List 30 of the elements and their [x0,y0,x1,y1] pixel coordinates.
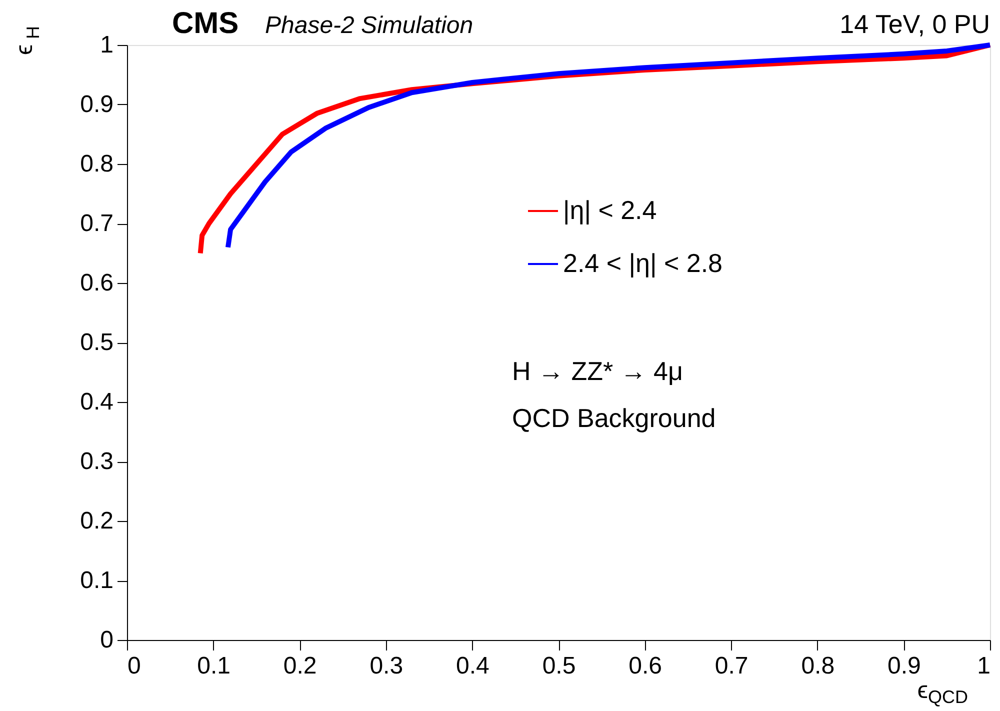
chart-subtitle: Phase-2 Simulation [265,12,474,39]
x-tick-label: 0.6 [628,652,662,680]
annotation: H → ZZ* → 4μ [512,356,683,386]
legend-label: |η| < 2.4 [563,195,657,225]
legend-label: 2.4 < |η| < 2.8 [563,248,723,278]
x-tick-label: 0.1 [197,652,230,680]
y-axis-title: ϵH [11,26,43,55]
x-tick-label: 1 [977,652,990,680]
x-tick-label: 0 [128,652,141,680]
x-tick-label: 0.3 [370,652,404,680]
y-tick-label: 0 [100,626,114,654]
y-tick-label: 1 [100,32,114,58]
annotation: QCD Background [512,403,716,433]
x-tick-label: 0.8 [801,652,835,680]
x-tick-label: 0.7 [714,652,748,680]
x-tick-label: 0.2 [283,652,317,680]
y-tick-label: 0.2 [80,508,114,534]
y-tick-label: 0.8 [80,150,114,178]
y-tick-label: 0.9 [80,91,114,118]
text: 14 TeV, 0 PU [840,9,990,39]
y-tick-label: 0.4 [80,388,114,416]
y-tick-label: 0.1 [80,567,114,594]
x-tick-label: 0.9 [888,652,921,680]
chart-title: CMS [172,7,239,40]
x-tick-label: 0.4 [456,652,490,680]
x-tick-label: 0.5 [542,652,576,680]
y-tick-label: 0.3 [80,448,114,475]
y-tick-label: 0.7 [80,210,114,237]
y-tick-label: 0.6 [80,270,114,296]
y-tick-label: 0.5 [80,329,114,356]
